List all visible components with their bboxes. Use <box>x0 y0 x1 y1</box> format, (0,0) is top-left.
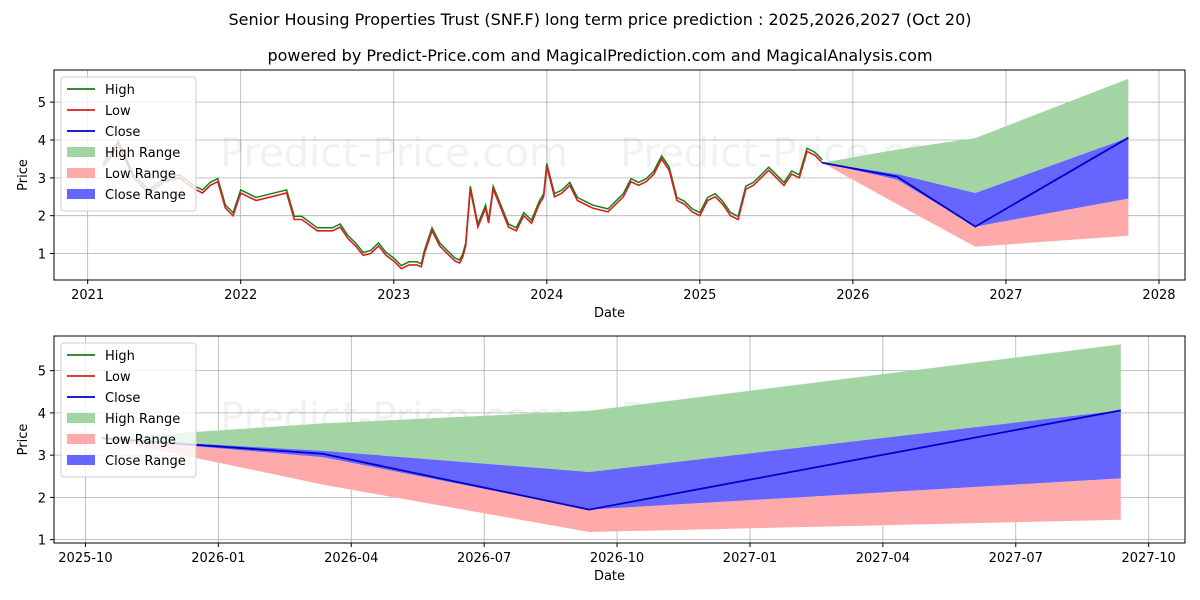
bottom-x-tick-label: 2026-01 <box>191 551 245 566</box>
bottom-x-tick-label: 2027-01 <box>723 551 777 566</box>
top-y-tick-label: 3 <box>38 172 46 187</box>
top-axes-frame <box>53 69 1186 281</box>
bottom-x-tick-label: 2026-10 <box>590 551 644 566</box>
bottom-x-tick-label: 2026-04 <box>324 551 378 566</box>
top-plot-area <box>102 78 1129 270</box>
bottom-legend-label: Close <box>105 391 140 406</box>
top-x-tick-label: 2023 <box>377 288 410 303</box>
top-legend-label: Low <box>105 104 131 119</box>
bottom-x-tick-label: 2027-04 <box>856 551 910 566</box>
bottom-close-range-band <box>101 410 1121 510</box>
bottom-y-tick-label: 1 <box>38 534 46 549</box>
bottom-low-range-band <box>101 438 1121 532</box>
bottom-y-axis-label: Price <box>16 424 31 456</box>
chart-subtitle: powered by Predict-Price.com and Magical… <box>267 46 933 65</box>
bottom-legend-label: Low <box>105 370 131 385</box>
bottom-legend-label: Close Range <box>105 454 186 469</box>
chart-title: Senior Housing Properties Trust (SNF.F) … <box>228 10 972 29</box>
top-legend-patch-swatch <box>67 147 95 157</box>
top-x-tick-label: 2024 <box>530 288 563 303</box>
top-high-line <box>102 139 823 267</box>
bottom-legend-patch-swatch <box>67 455 95 465</box>
top-watermark: Predict-Price.com <box>220 131 568 177</box>
top-legend-patch-swatch <box>67 168 95 178</box>
top-high-range-band <box>822 78 1129 193</box>
bottom-x-tick-label: 2027-07 <box>989 551 1043 566</box>
top-y-axis-label: Price <box>16 159 31 191</box>
top-y-tick-label: 2 <box>38 210 46 225</box>
top-low-line <box>102 141 823 270</box>
top-legend-label: Close Range <box>105 188 186 203</box>
bottom-plot-area <box>101 344 1121 532</box>
bottom-high-range-band <box>101 344 1121 472</box>
bottom-legend-patch-swatch <box>67 434 95 444</box>
bottom-y-tick-label: 5 <box>38 365 46 380</box>
top-legend-patch-swatch <box>67 189 95 199</box>
top-y-tick-label: 4 <box>38 134 46 149</box>
bottom-x-tick-label: 2025-10 <box>58 551 112 566</box>
top-x-axis-label: Date <box>594 306 625 321</box>
top-close-line <box>822 136 1129 228</box>
bottom-y-tick-label: 2 <box>38 491 46 506</box>
top-low-range-band <box>822 162 1129 247</box>
bottom-panel: Predict-Price.comPredict-Price.com2025-1… <box>16 335 1186 584</box>
top-x-tick-label: 2025 <box>683 288 716 303</box>
top-legend-label: High Range <box>105 146 180 161</box>
top-legend-label: High <box>105 83 135 98</box>
top-x-tick-label: 2021 <box>71 288 104 303</box>
top-y-tick-label: 5 <box>38 96 46 111</box>
bottom-legend-label: High <box>105 349 135 364</box>
top-x-tick-label: 2022 <box>224 288 257 303</box>
bottom-x-axis-label: Date <box>594 569 625 584</box>
bottom-axes-frame <box>53 335 1186 544</box>
bottom-close-line <box>101 409 1121 511</box>
top-x-tick-label: 2028 <box>1142 288 1175 303</box>
top-legend-label: Low Range <box>105 167 176 182</box>
bottom-legend-label: Low Range <box>105 433 176 448</box>
bottom-y-tick-label: 3 <box>38 449 46 464</box>
top-y-tick-label: 1 <box>38 248 46 263</box>
top-close-range-band <box>822 137 1129 227</box>
top-legend-label: Close <box>105 125 140 140</box>
top-x-tick-label: 2026 <box>836 288 869 303</box>
bottom-x-tick-label: 2027-10 <box>1122 551 1176 566</box>
bottom-y-tick-label: 4 <box>38 407 46 422</box>
bottom-legend-patch-swatch <box>67 413 95 423</box>
bottom-x-tick-label: 2026-07 <box>457 551 511 566</box>
top-x-tick-label: 2027 <box>989 288 1022 303</box>
bottom-legend-label: High Range <box>105 412 180 427</box>
